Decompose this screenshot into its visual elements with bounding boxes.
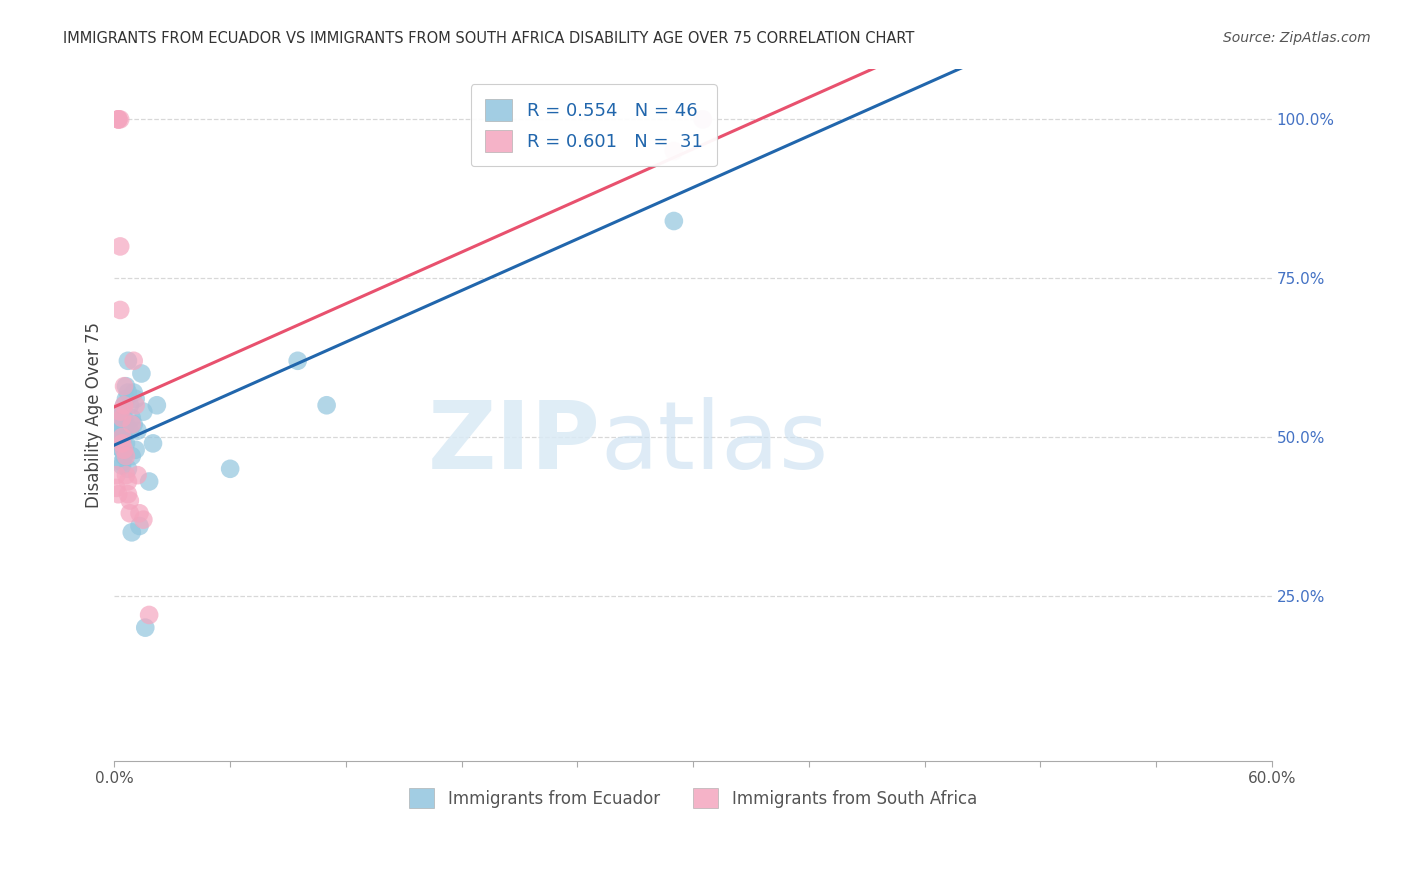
Point (118, 398, 141, 412)
Point (131, 367, 153, 381)
Point (111, 455, 134, 469)
Point (115, 379, 138, 393)
Point (117, 487, 139, 501)
Point (115, 392, 138, 406)
Point (115, 436, 138, 450)
Point (315, 398, 337, 412)
Point (115, 468, 138, 483)
Point (111, 442, 134, 457)
Point (111, 404, 134, 418)
Point (117, 385, 139, 400)
Point (134, 621, 156, 635)
Point (111, 430, 134, 444)
Point (105, 426, 128, 441)
Point (122, 353, 145, 368)
Point (115, 449, 138, 463)
Point (138, 475, 160, 489)
Point (121, 411, 143, 425)
Point (117, 353, 139, 368)
Point (108, 424, 131, 438)
Point (108, 436, 131, 450)
Point (219, 462, 242, 476)
Point (146, 398, 169, 412)
Point (107, 440, 129, 454)
Point (662, 214, 685, 228)
Point (111, 411, 134, 425)
Point (692, 112, 714, 127)
Point (105, 468, 128, 483)
Point (108, 417, 131, 432)
Point (121, 417, 143, 432)
Point (118, 493, 141, 508)
Point (121, 449, 143, 463)
Point (111, 436, 134, 450)
Point (108, 112, 131, 127)
Point (112, 398, 135, 412)
Text: IMMIGRANTS FROM ECUADOR VS IMMIGRANTS FROM SOUTH AFRICA DISABILITY AGE OVER 75 C: IMMIGRANTS FROM ECUADOR VS IMMIGRANTS FR… (63, 31, 915, 46)
Point (124, 398, 146, 412)
Point (138, 607, 160, 622)
Y-axis label: Disability Age Over 75: Disability Age Over 75 (86, 322, 103, 508)
Point (112, 449, 135, 463)
Text: atlas: atlas (600, 397, 828, 489)
Point (108, 302, 131, 317)
Point (692, 112, 714, 127)
Point (121, 525, 143, 540)
Point (127, 468, 149, 483)
Point (108, 430, 131, 444)
Point (112, 430, 135, 444)
Point (117, 462, 139, 476)
Point (112, 379, 135, 393)
Point (115, 417, 138, 432)
Point (128, 519, 150, 533)
Point (105, 481, 128, 495)
Point (118, 506, 141, 520)
Legend: Immigrants from Ecuador, Immigrants from South Africa: Immigrants from Ecuador, Immigrants from… (402, 781, 984, 815)
Point (122, 385, 145, 400)
Point (107, 411, 129, 425)
Point (124, 442, 146, 457)
Text: ZIP: ZIP (427, 397, 600, 489)
Text: Source: ZipAtlas.com: Source: ZipAtlas.com (1223, 31, 1371, 45)
Point (108, 404, 131, 418)
Point (132, 404, 155, 418)
Point (112, 411, 135, 425)
Point (107, 112, 129, 127)
Point (107, 112, 129, 127)
Point (118, 424, 141, 438)
Point (662, 144, 685, 158)
Point (107, 112, 129, 127)
Point (108, 239, 131, 253)
Point (111, 458, 134, 473)
Point (122, 417, 145, 432)
Point (124, 392, 146, 406)
Point (142, 436, 165, 450)
Point (132, 513, 155, 527)
Point (107, 487, 129, 501)
Point (112, 442, 135, 457)
Point (128, 506, 150, 520)
Point (112, 398, 135, 412)
Point (117, 475, 139, 489)
Point (111, 430, 134, 444)
Point (287, 353, 309, 368)
Point (112, 417, 135, 432)
Point (127, 424, 149, 438)
